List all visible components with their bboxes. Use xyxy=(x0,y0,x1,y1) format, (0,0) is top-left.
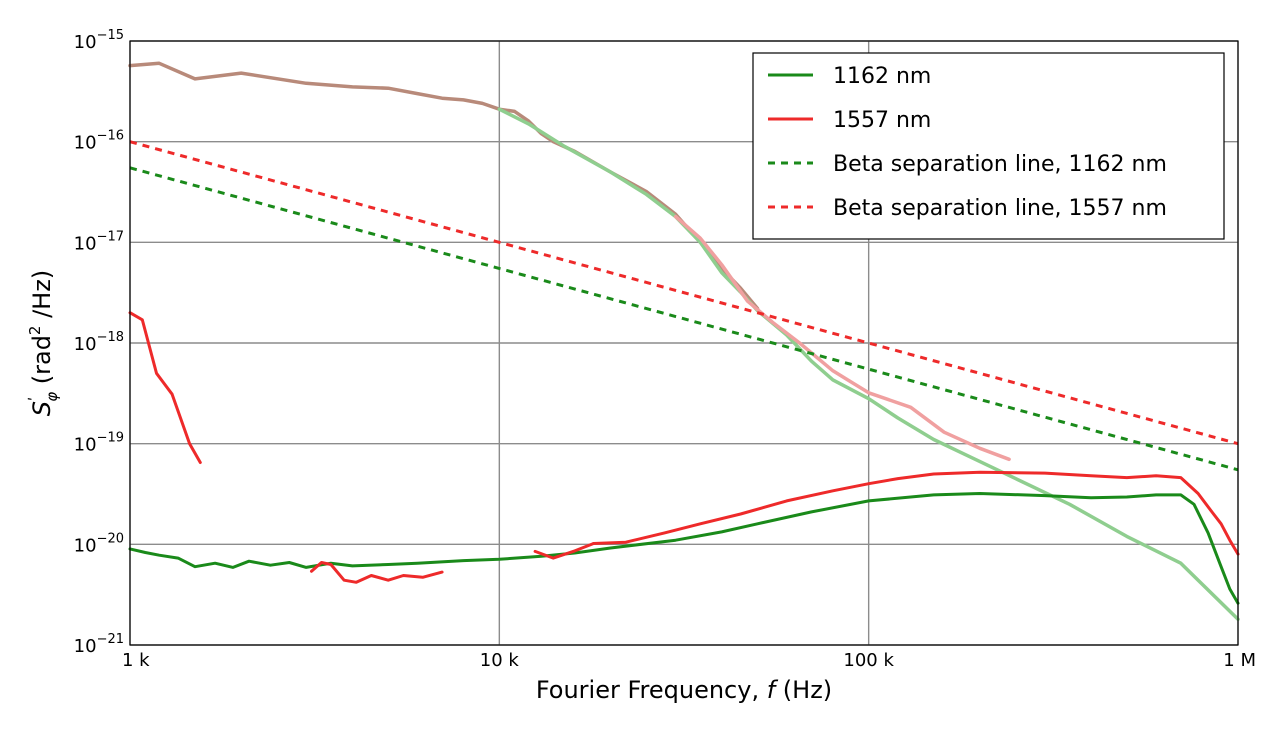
series-line xyxy=(128,492,1240,605)
series-0 xyxy=(128,492,1240,605)
series-line xyxy=(128,311,202,464)
series-5 xyxy=(497,107,1240,622)
legend-label: 1162 nm xyxy=(833,64,931,89)
y-tick-label: 10−19 xyxy=(74,431,124,456)
series-line xyxy=(673,214,1011,462)
y-tick-label: 10−17 xyxy=(74,229,124,254)
y-axis-title: Sʹφ (rad2 /Hz) xyxy=(26,270,61,416)
plot-frame xyxy=(129,40,1239,646)
x-axis-ticks: 1 k 10 k 100 k 1 M xyxy=(122,650,1256,671)
legend-label: Beta separation line, 1557 nm xyxy=(833,196,1167,221)
y-tick-label: 10−18 xyxy=(74,330,124,355)
y-axis-title-unit: (rad xyxy=(28,335,56,392)
series-line xyxy=(129,166,1239,472)
series-2 xyxy=(129,166,1239,472)
y-axis-title-symbol: S xyxy=(28,401,56,416)
legend-label: 1557 nm xyxy=(833,108,931,133)
y-tick-label: 10−20 xyxy=(74,531,124,556)
series-line xyxy=(497,107,1240,622)
x-axis-title: Fourier Frequency, f (Hz) xyxy=(536,676,832,704)
legend-box xyxy=(752,52,1225,240)
series-line xyxy=(533,542,596,560)
legend-label: Beta separation line, 1162 nm xyxy=(833,152,1167,177)
series-line xyxy=(129,140,1239,446)
x-tick-label: 100 k xyxy=(843,650,894,671)
series-line xyxy=(310,561,444,584)
x-axis-title-unit: (Hz) xyxy=(775,676,832,704)
y-axis-title-subscript: φ xyxy=(43,392,61,402)
x-tick-label: 10 k xyxy=(480,650,520,671)
series-1 xyxy=(128,311,1240,584)
series-line xyxy=(592,470,1240,556)
y-axis-title-unit-rest: /Hz) xyxy=(28,270,56,326)
y-axis-title-prime: ʹ xyxy=(26,397,44,401)
y-axis-title-unit-exponent: 2 xyxy=(26,326,44,336)
legend: 1162 nm 1557 nm Beta separation line, 1162… xyxy=(752,52,1225,240)
y-tick-label: 10−15 xyxy=(74,28,124,53)
y-axis-ticks: 10−15 10−16 10−17 10−18 10−19 10−20 10−21 xyxy=(74,28,124,657)
x-tick-label: 1 k xyxy=(122,650,150,671)
x-axis-title-text: Fourier Frequency, xyxy=(536,676,767,704)
series-3 xyxy=(129,140,1239,446)
data-series xyxy=(128,61,1240,622)
x-tick-label: 1 M xyxy=(1223,650,1256,671)
series-6 xyxy=(673,214,1011,462)
y-tick-label: 10−21 xyxy=(74,632,124,657)
y-tick-label: 10−16 xyxy=(74,129,124,154)
